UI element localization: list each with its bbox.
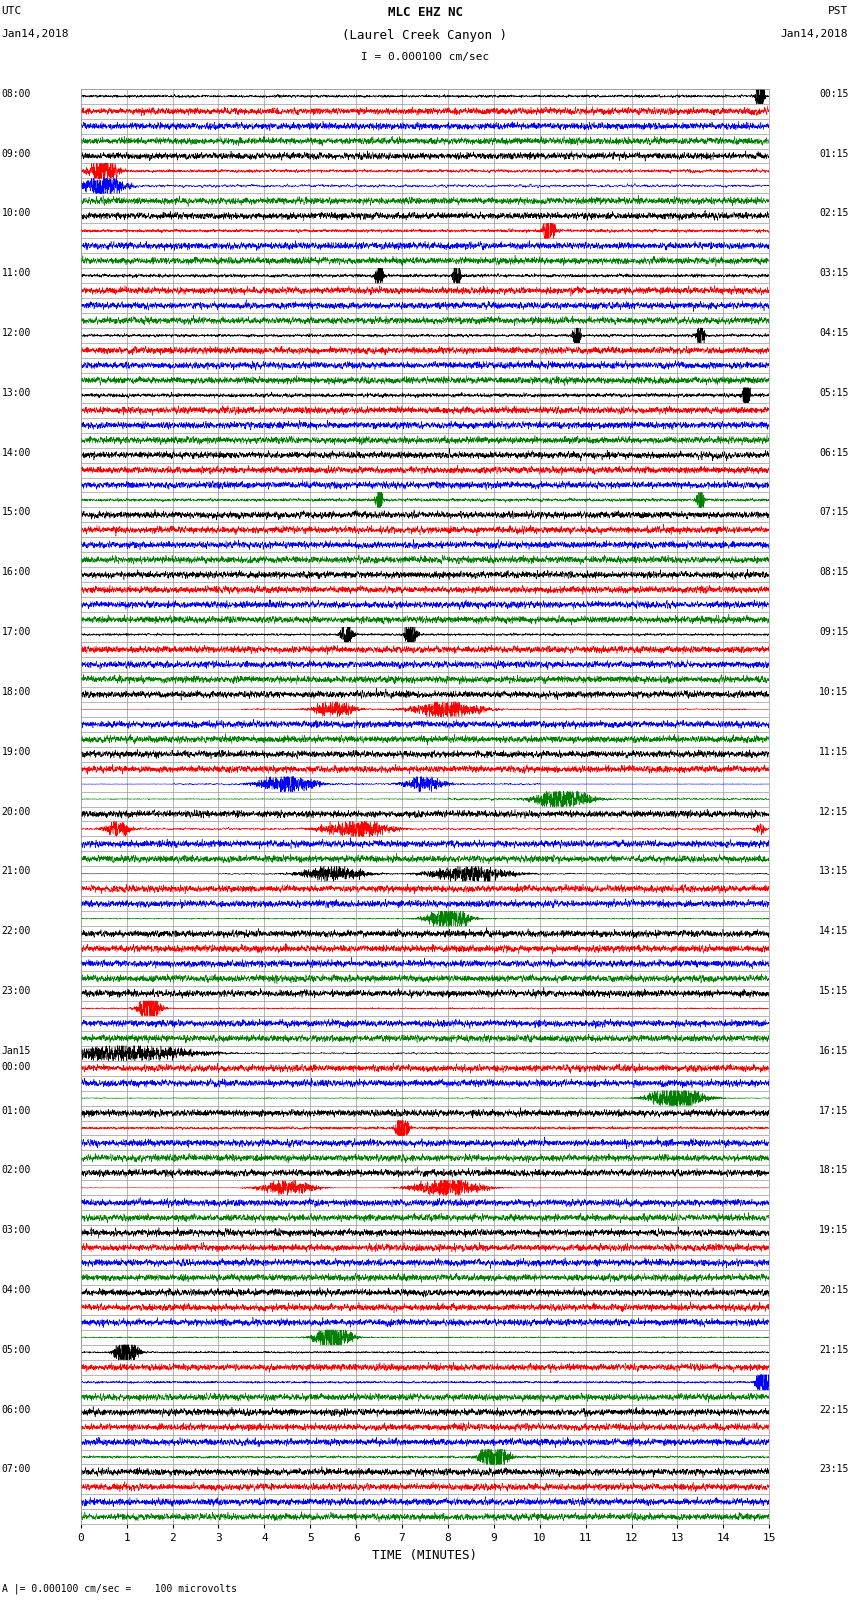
Text: 04:00: 04:00: [2, 1286, 31, 1295]
Text: MLC EHZ NC: MLC EHZ NC: [388, 6, 462, 19]
Text: 16:00: 16:00: [2, 568, 31, 577]
Text: (Laurel Creek Canyon ): (Laurel Creek Canyon ): [343, 29, 507, 42]
Text: UTC: UTC: [2, 6, 22, 16]
Text: 19:00: 19:00: [2, 747, 31, 756]
Text: 06:15: 06:15: [819, 447, 848, 458]
Text: 23:15: 23:15: [819, 1465, 848, 1474]
Text: 03:15: 03:15: [819, 268, 848, 277]
Text: 13:15: 13:15: [819, 866, 848, 876]
Text: 18:00: 18:00: [2, 687, 31, 697]
Text: A |= 0.000100 cm/sec =    100 microvolts: A |= 0.000100 cm/sec = 100 microvolts: [2, 1582, 236, 1594]
Text: 17:15: 17:15: [819, 1105, 848, 1116]
X-axis label: TIME (MINUTES): TIME (MINUTES): [372, 1548, 478, 1561]
Text: 10:00: 10:00: [2, 208, 31, 218]
Text: 08:00: 08:00: [2, 89, 31, 98]
Text: 15:00: 15:00: [2, 508, 31, 518]
Text: 19:15: 19:15: [819, 1226, 848, 1236]
Text: 22:00: 22:00: [2, 926, 31, 936]
Text: 16:15: 16:15: [819, 1045, 848, 1057]
Text: 02:15: 02:15: [819, 208, 848, 218]
Text: 12:00: 12:00: [2, 327, 31, 339]
Text: 01:00: 01:00: [2, 1105, 31, 1116]
Text: 12:15: 12:15: [819, 806, 848, 816]
Text: 08:15: 08:15: [819, 568, 848, 577]
Text: 01:15: 01:15: [819, 148, 848, 158]
Text: Jan14,2018: Jan14,2018: [2, 29, 69, 39]
Text: 20:15: 20:15: [819, 1286, 848, 1295]
Text: 17:00: 17:00: [2, 627, 31, 637]
Text: 22:15: 22:15: [819, 1405, 848, 1415]
Text: 03:00: 03:00: [2, 1226, 31, 1236]
Text: 04:15: 04:15: [819, 327, 848, 339]
Text: Jan14,2018: Jan14,2018: [781, 29, 848, 39]
Text: 21:00: 21:00: [2, 866, 31, 876]
Text: I = 0.000100 cm/sec: I = 0.000100 cm/sec: [361, 52, 489, 61]
Text: 21:15: 21:15: [819, 1345, 848, 1355]
Text: 23:00: 23:00: [2, 986, 31, 995]
Text: 09:00: 09:00: [2, 148, 31, 158]
Text: 09:15: 09:15: [819, 627, 848, 637]
Text: 02:00: 02:00: [2, 1165, 31, 1176]
Text: 06:00: 06:00: [2, 1405, 31, 1415]
Text: PST: PST: [828, 6, 848, 16]
Text: 05:15: 05:15: [819, 387, 848, 398]
Text: 18:15: 18:15: [819, 1165, 848, 1176]
Text: 11:00: 11:00: [2, 268, 31, 277]
Text: 20:00: 20:00: [2, 806, 31, 816]
Text: 00:15: 00:15: [819, 89, 848, 98]
Text: 07:15: 07:15: [819, 508, 848, 518]
Text: 15:15: 15:15: [819, 986, 848, 995]
Text: 05:00: 05:00: [2, 1345, 31, 1355]
Text: 14:00: 14:00: [2, 447, 31, 458]
Text: 14:15: 14:15: [819, 926, 848, 936]
Text: 07:00: 07:00: [2, 1465, 31, 1474]
Text: 00:00: 00:00: [2, 1061, 31, 1073]
Text: Jan15: Jan15: [2, 1045, 31, 1057]
Text: 10:15: 10:15: [819, 687, 848, 697]
Text: 11:15: 11:15: [819, 747, 848, 756]
Text: 13:00: 13:00: [2, 387, 31, 398]
